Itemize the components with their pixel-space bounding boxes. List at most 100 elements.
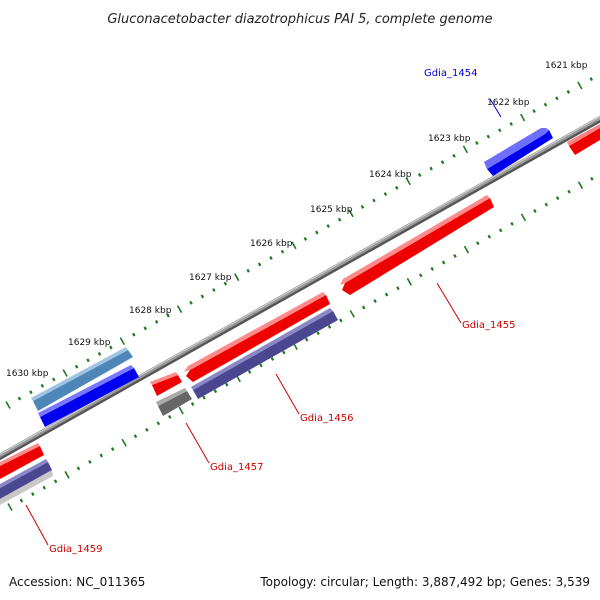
minor-tick-mark (154, 319, 159, 324)
minor-tick-mark (257, 262, 262, 267)
minor-tick-mark (509, 121, 513, 126)
minor-tick-mark (510, 221, 514, 226)
major-tick-mark (577, 81, 583, 90)
minor-tick-mark (17, 396, 22, 401)
minor-tick-mark (86, 358, 90, 363)
major-tick-mark (291, 241, 297, 250)
minor-tick-mark (372, 198, 376, 203)
major-tick-mark (520, 213, 527, 222)
genome-summary-text: Topology: circular; Length: 3,887,492 bp… (259, 575, 590, 589)
gene-arrow-gdia-1456-b[interactable] (191, 308, 338, 399)
minor-tick-mark (99, 453, 104, 458)
major-tick-mark (577, 181, 584, 190)
gene-arrow-partial-right[interactable] (567, 124, 600, 155)
gene-label-gdia-1457[interactable]: Gdia_1457 (210, 462, 263, 473)
minor-tick-mark (373, 299, 377, 304)
minor-tick-mark (498, 228, 503, 233)
minor-tick-mark (213, 389, 218, 394)
outer-tick-ring (5, 77, 593, 409)
minor-tick-mark (200, 294, 205, 299)
minor-tick-mark (303, 236, 308, 241)
gene-arrow-blue-2[interactable] (38, 365, 139, 427)
minor-tick-mark (304, 337, 309, 342)
minor-tick-mark (430, 266, 434, 271)
gene-arrow-gdia-1455[interactable] (340, 195, 494, 295)
minor-tick-mark (567, 189, 571, 194)
minor-tick-mark (555, 96, 559, 101)
minor-tick-mark (429, 166, 433, 171)
minor-tick-mark (452, 153, 456, 158)
genome-backbone (0, 115, 600, 461)
minor-tick-mark (132, 332, 136, 337)
reverse-strand-genes (0, 195, 494, 505)
minor-tick-mark (247, 369, 252, 374)
tick-label: 1627 kbp (189, 273, 232, 283)
minor-tick-mark (396, 286, 400, 291)
minor-tick-mark (53, 479, 58, 484)
minor-tick-mark (269, 256, 273, 260)
tick-label: 1624 kbp (369, 170, 412, 180)
gene-arrow-gdia-1456-a[interactable] (184, 292, 330, 382)
minor-tick-mark (555, 196, 560, 201)
minor-tick-mark (280, 249, 285, 254)
major-tick-mark (5, 401, 11, 409)
minor-tick-mark (566, 89, 571, 94)
minor-tick-mark (544, 202, 549, 207)
gene-arrow-gdia-1459-a[interactable] (0, 443, 44, 479)
minor-tick-mark (225, 382, 229, 387)
minor-tick-mark (190, 402, 195, 406)
minor-tick-mark (360, 204, 365, 209)
gene-label-gdia-1456[interactable]: Gdia_1456 (300, 413, 353, 424)
minor-tick-mark (29, 390, 33, 395)
minor-tick-mark (143, 326, 147, 331)
minor-tick-mark (270, 357, 275, 361)
gene-arrow-gdia-1457-b[interactable] (156, 388, 192, 416)
major-tick-mark (62, 369, 68, 377)
minor-tick-mark (326, 224, 330, 229)
tick-label: 1629 kbp (68, 338, 111, 348)
minor-tick-mark (486, 134, 491, 139)
tick-labels: 1621 kbp 1622 kbp 1623 kbp 1624 kbp 1625… (6, 61, 588, 379)
minor-tick-mark (395, 185, 399, 190)
minor-tick-mark (109, 345, 113, 350)
gene-arrow-gdia-1459-b[interactable] (0, 459, 53, 505)
minor-tick-mark (476, 241, 480, 246)
minor-tick-mark (590, 176, 594, 181)
major-tick-mark (121, 438, 127, 447)
gene-label-gdia-1459[interactable]: Gdia_1459 (49, 544, 102, 555)
minor-tick-mark (74, 364, 79, 369)
gene-arrow-gdia-1454[interactable] (484, 128, 553, 176)
minor-tick-mark (76, 466, 81, 471)
minor-tick-mark (156, 421, 161, 426)
minor-tick-mark (383, 192, 388, 197)
major-tick-mark (234, 273, 240, 282)
minor-tick-mark (133, 434, 138, 439)
minor-tick-mark (543, 102, 548, 107)
major-tick-mark (176, 305, 183, 313)
gene-label-gdia-1455[interactable]: Gdia_1455 (462, 320, 515, 331)
minor-tick-mark (419, 273, 423, 278)
minor-tick-mark (453, 254, 457, 258)
gene-label-gdia-1454[interactable]: Gdia_1454 (424, 68, 477, 79)
minor-tick-mark (498, 128, 502, 133)
minor-tick-mark (532, 109, 536, 114)
gene-arrow-gdia-1457-a[interactable] (150, 372, 182, 396)
tick-label: 1625 kbp (310, 205, 353, 215)
minor-tick-mark (339, 318, 343, 323)
minor-tick-mark (282, 350, 286, 355)
gene-arrow-steel-1[interactable] (31, 347, 133, 411)
minor-tick-mark (361, 305, 366, 310)
major-tick-mark (349, 310, 355, 318)
tick-label: 1628 kbp (129, 306, 172, 316)
minor-tick-mark (315, 230, 319, 235)
major-tick-mark (119, 337, 125, 345)
minor-tick-mark (259, 363, 263, 368)
major-tick-mark (406, 277, 412, 286)
major-tick-mark (520, 113, 526, 122)
minor-tick-mark (189, 300, 193, 305)
inner-tick-ring (7, 176, 594, 511)
minor-tick-mark (589, 77, 593, 82)
minor-tick-mark (88, 460, 92, 464)
minor-tick-mark (110, 447, 115, 452)
major-tick-mark (178, 406, 184, 415)
